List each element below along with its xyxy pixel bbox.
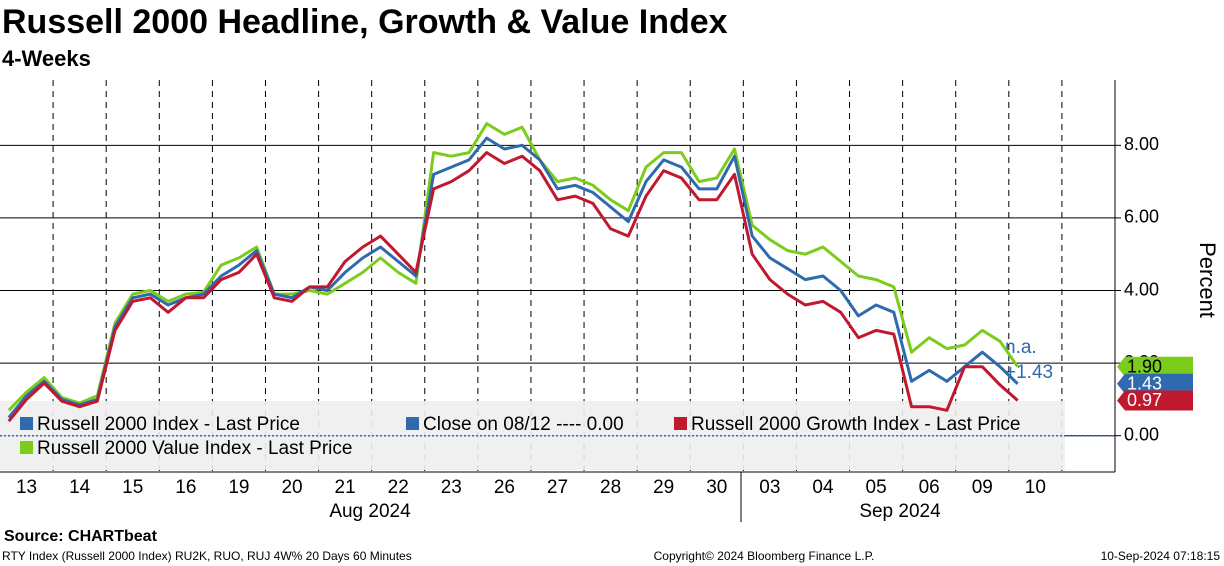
x-tick-label: 15 [122,477,143,498]
month-label: Sep 2024 [859,501,941,522]
x-tick-label: 27 [547,477,568,498]
x-tick-label: 29 [653,477,674,498]
footer: RTY Index (Russell 2000 Index) RU2K, RUO… [2,549,412,563]
y-tick-label: 0.00 [1124,424,1159,444]
annotation: n.a. [1005,337,1037,358]
legend-swatch [20,441,33,454]
x-tick-label: 13 [16,477,37,498]
x-tick-label: 03 [759,477,780,498]
x-tick-label: 04 [812,477,834,498]
footer: 10-Sep-2024 07:18:15 [1101,549,1221,563]
end-tag-shape [1117,373,1193,394]
series-line [7,122,1019,412]
legend-label: Russell 2000 Index - Last Price [37,414,300,435]
legend-label: Close on 08/12 ---- 0.00 [423,414,624,435]
series-line [7,136,1019,419]
x-tick-label: 21 [335,477,356,498]
end-tag-shape [1117,356,1193,377]
annotation: +1.43 [1005,362,1053,383]
x-tick-label: 30 [706,477,727,498]
y-axis-label: Percent [1195,242,1220,318]
end-tag: 1.43 [1117,374,1193,394]
x-tick-label: 05 [866,477,887,498]
x-tick-label: 28 [600,477,621,498]
end-tag: 0.97 [1117,390,1193,411]
x-tick-label: 23 [441,477,462,498]
end-tag-label: 0.97 [1127,390,1162,410]
end-tag-label: 1.90 [1127,356,1162,376]
x-tick-label: 09 [972,477,993,498]
month-label: Aug 2024 [329,501,411,522]
legend-swatch [20,417,33,430]
x-tick-label: 19 [228,477,249,498]
x-tick-label: 10 [1025,477,1046,498]
end-tag-label: 1.43 [1127,374,1162,394]
x-tick-label: 14 [69,477,91,498]
x-tick-label: 06 [919,477,940,498]
legend-swatch [674,417,687,430]
chart-title: Russell 2000 Headline, Growth & Value In… [2,3,728,41]
x-tick-label: 26 [494,477,515,498]
x-tick-label: 22 [388,477,409,498]
legend-swatch [406,417,419,430]
y-tick-label: 4.00 [1124,279,1159,299]
footer: Copyright© 2024 Bloomberg Finance L.P. [654,549,875,563]
chart-subtitle: 4-Weeks [2,46,91,71]
series-line [7,151,1019,423]
y-tick-label: 6.00 [1124,207,1159,227]
end-tag: 1.90 [1117,356,1193,377]
y-tick-label: 8.00 [1124,134,1159,154]
x-tick-label: 16 [175,477,196,498]
legend-label: Russell 2000 Value Index - Last Price [37,438,352,459]
end-tag-shape [1117,390,1193,411]
source: Source: CHARTbeat [4,528,158,545]
legend-label: Russell 2000 Growth Index - Last Price [691,414,1021,435]
x-tick-label: 20 [281,477,302,498]
